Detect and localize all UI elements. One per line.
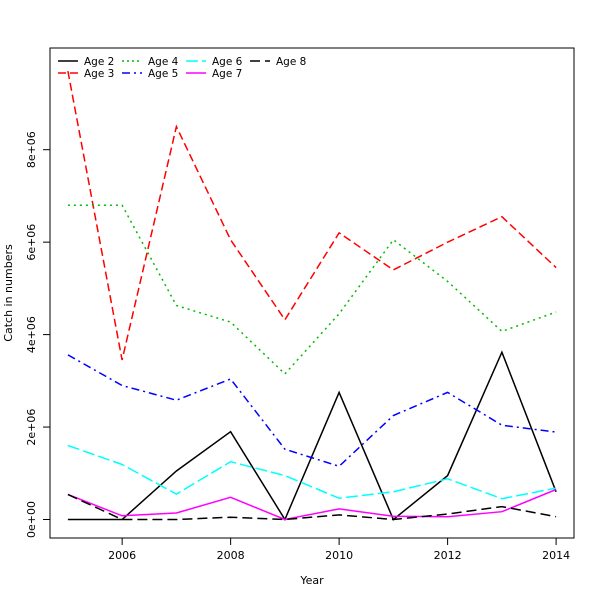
legend-label-age-2: Age 2: [84, 56, 114, 68]
legend-label-age-7: Age 7: [212, 68, 242, 80]
y-tick-label: 4e+06: [25, 316, 38, 353]
series-line-age-8: [67, 493, 557, 521]
series-line-age-3: [67, 70, 557, 361]
legend-label-age-5: Age 5: [148, 68, 178, 80]
series-line-age-4: [67, 204, 557, 375]
x-tick-label: 2006: [108, 549, 136, 562]
series-line-age-7: [67, 488, 557, 521]
plot-frame: [49, 47, 575, 539]
y-tick-label: 8e+06: [25, 131, 38, 168]
y-axis: 0e+00 2e+06 4e+06 6e+06 8e+06: [25, 131, 50, 538]
x-axis: 2006 2008 2010 2012 2014: [108, 538, 570, 562]
x-tick-label: 2010: [325, 549, 353, 562]
legend-label-age-8: Age 8: [276, 56, 306, 68]
x-axis-label: Year: [299, 574, 324, 587]
y-tick-label: 6e+06: [25, 224, 38, 261]
series-line-age-6: [67, 444, 557, 500]
x-tick-label: 2012: [434, 549, 462, 562]
x-tick-label: 2014: [542, 549, 570, 562]
series-layer: [67, 70, 557, 522]
y-tick-label: 2e+06: [25, 409, 38, 446]
legend-label-age-6: Age 6: [212, 56, 243, 68]
x-tick-label: 2008: [217, 549, 245, 562]
y-axis-label: Catch in numbers: [2, 244, 15, 342]
legend-label-age-3: Age 3: [84, 68, 114, 80]
series-line-age-5: [67, 354, 557, 468]
y-tick-label: 0e+00: [25, 501, 38, 538]
series-line-age-2: [67, 350, 557, 522]
legend-label-age-4: Age 4: [148, 56, 179, 68]
